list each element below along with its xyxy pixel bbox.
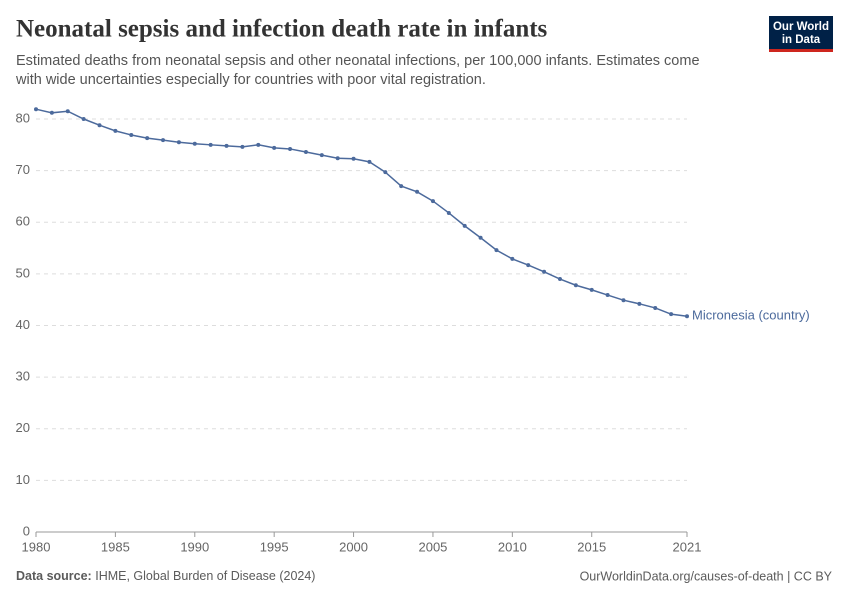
logo-text: in Data xyxy=(782,34,821,46)
point xyxy=(351,156,356,161)
point xyxy=(224,143,229,148)
point xyxy=(573,283,578,288)
x-tick-label: 1985 xyxy=(101,539,130,554)
source: Data source: IHME, Global Burden of Dise… xyxy=(16,569,315,583)
point xyxy=(272,145,277,150)
logo-bar xyxy=(769,49,833,52)
point xyxy=(605,293,610,298)
point xyxy=(49,110,54,115)
chart-title: Neonatal sepsis and infection death rate… xyxy=(16,16,548,43)
point xyxy=(176,140,181,145)
point xyxy=(335,156,340,161)
y-tick-label: 10 xyxy=(16,472,30,487)
point xyxy=(542,269,547,274)
point xyxy=(319,153,324,158)
point xyxy=(415,189,420,194)
source-text: IHME, Global Burden of Disease (2024) xyxy=(95,569,315,583)
point xyxy=(446,210,451,215)
point xyxy=(494,248,499,253)
point xyxy=(303,150,308,155)
point xyxy=(113,128,118,133)
point xyxy=(621,298,626,303)
point xyxy=(256,142,261,147)
point xyxy=(637,301,642,306)
point xyxy=(161,138,166,143)
x-tick-label: 2015 xyxy=(577,539,606,554)
point xyxy=(462,223,467,228)
point xyxy=(208,142,213,147)
x-tick-label: 1995 xyxy=(260,539,289,554)
y-tick-label: 0 xyxy=(23,523,30,538)
point xyxy=(557,277,562,282)
x-tick-label: 1980 xyxy=(22,539,51,554)
y-tick-label: 30 xyxy=(16,369,30,384)
point xyxy=(478,235,483,240)
point xyxy=(430,199,435,204)
y-tick-label: 50 xyxy=(16,265,30,280)
point xyxy=(399,184,404,189)
x-tick-label: 2005 xyxy=(418,539,447,554)
point xyxy=(685,314,689,319)
x-tick-label: 1990 xyxy=(180,539,209,554)
y-tick-label: 70 xyxy=(16,162,30,177)
subtitle-line: Estimated deaths from neonatal sepsis an… xyxy=(16,53,700,69)
y-tick-label: 60 xyxy=(16,214,30,229)
x-tick-label: 2000 xyxy=(339,539,368,554)
point xyxy=(383,170,388,175)
series-label: Micronesia (country) xyxy=(692,308,810,323)
y-tick-label: 80 xyxy=(16,110,30,125)
x-tick-label: 2010 xyxy=(498,539,527,554)
point xyxy=(129,133,134,138)
point xyxy=(288,146,293,151)
subtitle-line: with wide uncertainties especially for c… xyxy=(15,72,486,88)
point xyxy=(367,159,372,164)
logo-text: Our World xyxy=(773,21,829,33)
point xyxy=(240,144,245,149)
source-label: Data source: xyxy=(16,569,92,583)
point xyxy=(65,109,70,114)
point xyxy=(669,312,674,317)
point xyxy=(510,256,515,261)
line xyxy=(35,108,688,317)
point xyxy=(34,107,38,112)
x-tick-label: 2021 xyxy=(673,539,702,554)
y-tick-label: 40 xyxy=(16,317,30,332)
point xyxy=(653,305,658,310)
point xyxy=(145,136,150,141)
logo-box xyxy=(769,16,833,52)
point xyxy=(192,141,197,146)
url[interactable]: OurWorldinData.org/causes-of-death | CC … xyxy=(580,569,833,583)
point xyxy=(97,123,102,128)
point xyxy=(81,117,86,121)
point xyxy=(589,287,594,292)
point xyxy=(526,263,531,268)
logo[interactable]: Our World in Data xyxy=(769,16,833,52)
y-tick-label: 20 xyxy=(16,420,30,435)
